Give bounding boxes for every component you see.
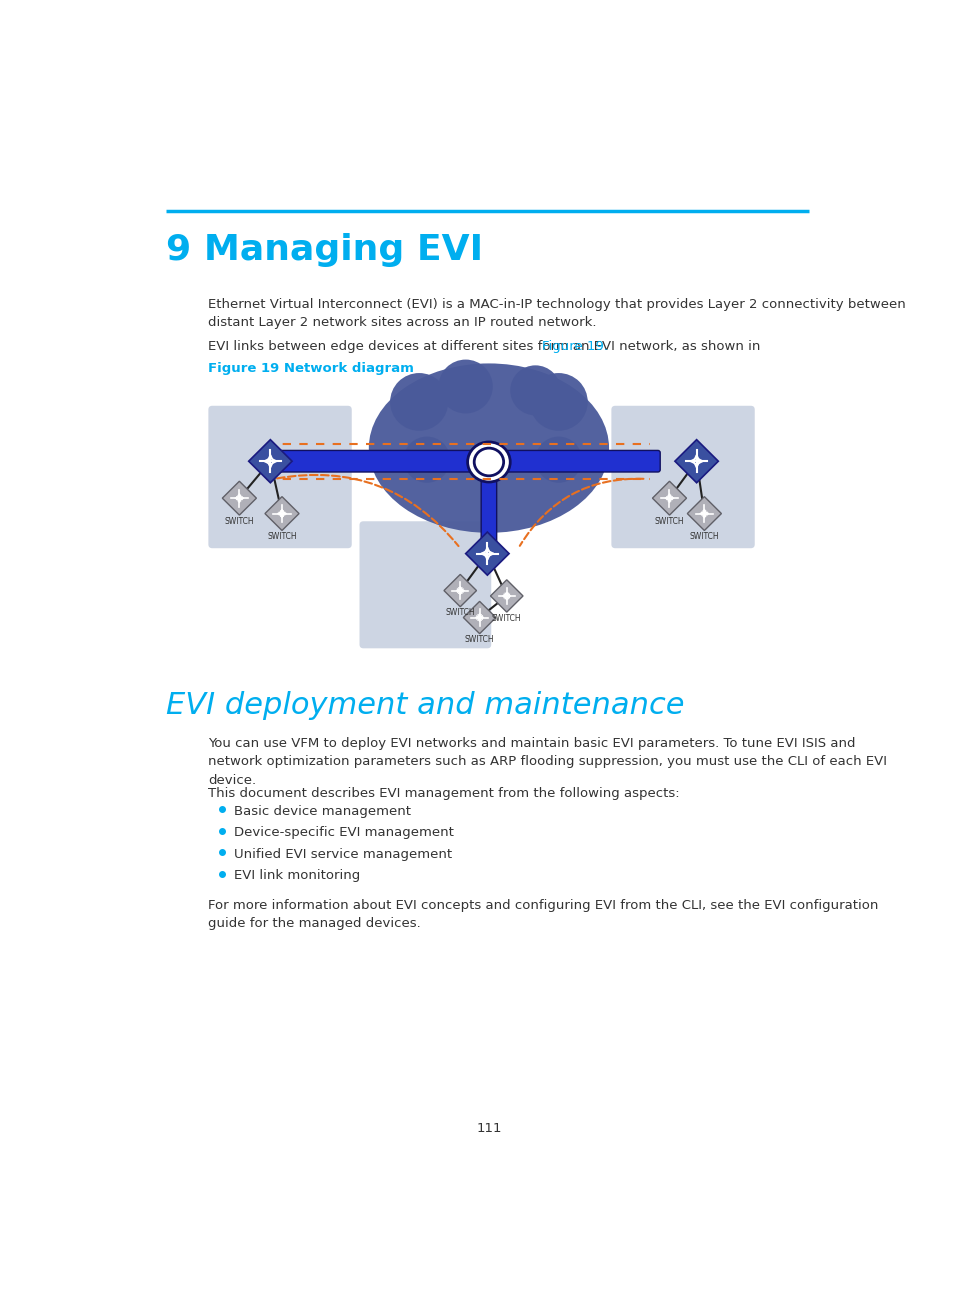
FancyBboxPatch shape [480, 468, 497, 550]
Polygon shape [463, 601, 496, 634]
Ellipse shape [390, 373, 448, 430]
Ellipse shape [510, 365, 560, 416]
Text: 9 Managing EVI: 9 Managing EVI [166, 232, 482, 267]
Text: You can use VFM to deploy EVI networks and maintain basic EVI parameters. To tun: You can use VFM to deploy EVI networks a… [208, 737, 886, 787]
Text: SWITCH: SWITCH [689, 533, 719, 540]
Text: 111: 111 [476, 1122, 501, 1135]
Text: SWITCH: SWITCH [267, 533, 296, 540]
Ellipse shape [535, 437, 581, 483]
Ellipse shape [529, 373, 587, 430]
Polygon shape [652, 481, 686, 515]
Polygon shape [249, 439, 292, 483]
Ellipse shape [403, 437, 450, 483]
Polygon shape [443, 574, 476, 607]
Text: EVI deployment and maintenance: EVI deployment and maintenance [166, 691, 683, 719]
FancyBboxPatch shape [264, 451, 659, 472]
Polygon shape [465, 533, 509, 575]
Text: Basic device management: Basic device management [233, 805, 411, 818]
Text: SWITCH: SWITCH [464, 635, 494, 644]
Text: Device-specific EVI management: Device-specific EVI management [233, 826, 454, 840]
Text: SWITCH: SWITCH [445, 608, 475, 617]
Text: SWITCH: SWITCH [654, 517, 683, 526]
Polygon shape [265, 496, 298, 530]
Ellipse shape [467, 442, 510, 482]
Text: SWITCH: SWITCH [492, 614, 521, 622]
FancyBboxPatch shape [611, 406, 754, 548]
Text: EVI links between edge devices at different sites form an EVI network, as shown : EVI links between edge devices at differ… [208, 341, 764, 354]
Text: Ethernet Virtual Interconnect (EVI) is a MAC-in-IP technology that provides Laye: Ethernet Virtual Interconnect (EVI) is a… [208, 298, 905, 329]
Text: This document describes EVI management from the following aspects:: This document describes EVI management f… [208, 787, 679, 800]
Text: SWITCH: SWITCH [224, 517, 253, 526]
Polygon shape [490, 579, 522, 612]
Ellipse shape [438, 359, 493, 413]
Text: EVI link monitoring: EVI link monitoring [233, 870, 360, 883]
Polygon shape [222, 481, 256, 515]
Text: For more information about EVI concepts and configuring EVI from the CLI, see th: For more information about EVI concepts … [208, 898, 878, 931]
Text: Unified EVI service management: Unified EVI service management [233, 848, 452, 861]
FancyBboxPatch shape [208, 406, 352, 548]
Text: Figure 19.: Figure 19. [541, 341, 607, 354]
FancyBboxPatch shape [359, 521, 491, 648]
Polygon shape [686, 496, 720, 530]
Polygon shape [674, 439, 718, 483]
Ellipse shape [369, 363, 608, 533]
Text: Figure 19 Network diagram: Figure 19 Network diagram [208, 362, 414, 375]
